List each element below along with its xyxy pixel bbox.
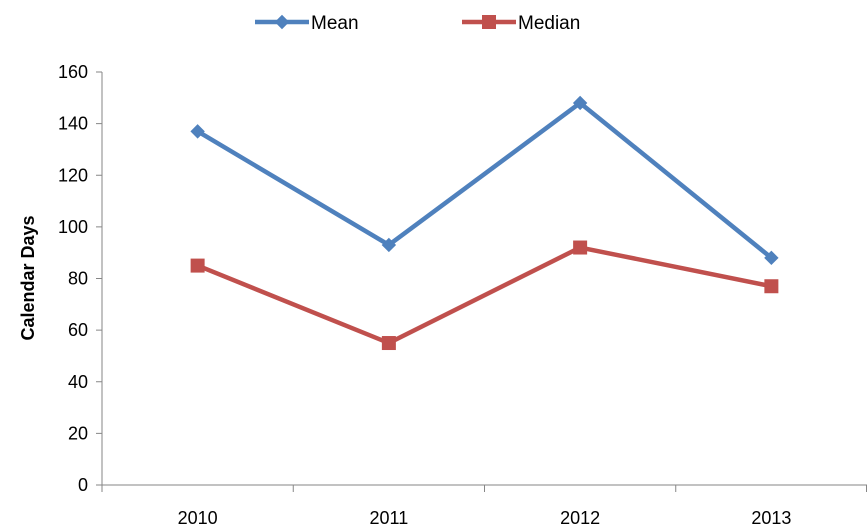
y-axis-title: Calendar Days xyxy=(18,215,38,340)
legend-label: Median xyxy=(518,13,580,34)
y-tick-label: 80 xyxy=(68,269,88,289)
x-tick-label: 2011 xyxy=(370,508,409,528)
y-tick-label: 0 xyxy=(78,475,88,495)
legend-label: Mean xyxy=(311,13,359,34)
median-point xyxy=(381,336,396,351)
mean-point xyxy=(381,237,397,253)
y-tick-label: 120 xyxy=(58,165,88,185)
mean-point xyxy=(190,124,205,139)
median-point xyxy=(573,240,588,255)
legend: Mean Median xyxy=(255,13,580,34)
plot-area xyxy=(190,95,779,351)
legend-item-mean: Mean xyxy=(255,13,359,34)
median-line xyxy=(196,245,772,346)
legend-swatch-marker xyxy=(274,14,290,30)
median-point xyxy=(764,279,779,294)
series-mean xyxy=(190,95,779,266)
legend-item-median: Median xyxy=(462,13,580,34)
mean-line xyxy=(196,100,773,260)
y-tick-label: 60 xyxy=(68,320,88,340)
y-tick-label: 160 xyxy=(58,62,88,82)
mean-point xyxy=(764,250,779,266)
y-tick-label: 140 xyxy=(58,114,88,134)
y-tick-label: 20 xyxy=(68,423,88,443)
x-tick-label: 2012 xyxy=(560,508,600,528)
series-median xyxy=(190,240,779,351)
median-point xyxy=(190,258,205,273)
x-tick-label: 2010 xyxy=(178,508,218,528)
y-tick-label: 40 xyxy=(68,372,88,392)
y-tick-label: 100 xyxy=(58,217,88,237)
mean-point xyxy=(572,95,588,111)
legend-swatch-marker xyxy=(482,15,496,29)
axes: 0 20 40 60 80 100 120 140 160 2010 2011 2012 2013 xyxy=(58,62,867,528)
x-tick-label: 2013 xyxy=(751,508,791,528)
